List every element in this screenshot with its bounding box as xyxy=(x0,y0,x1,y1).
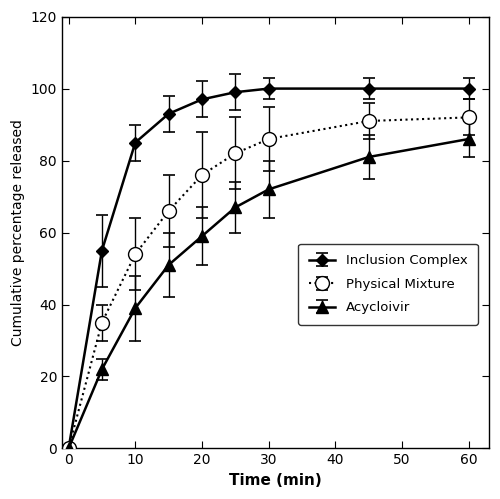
Y-axis label: Cumulative percentage released: Cumulative percentage released xyxy=(11,119,25,346)
Legend: Inclusion Complex, Physical Mixture, Acycloivir: Inclusion Complex, Physical Mixture, Acy… xyxy=(298,244,478,325)
X-axis label: Time (min): Time (min) xyxy=(229,473,322,488)
